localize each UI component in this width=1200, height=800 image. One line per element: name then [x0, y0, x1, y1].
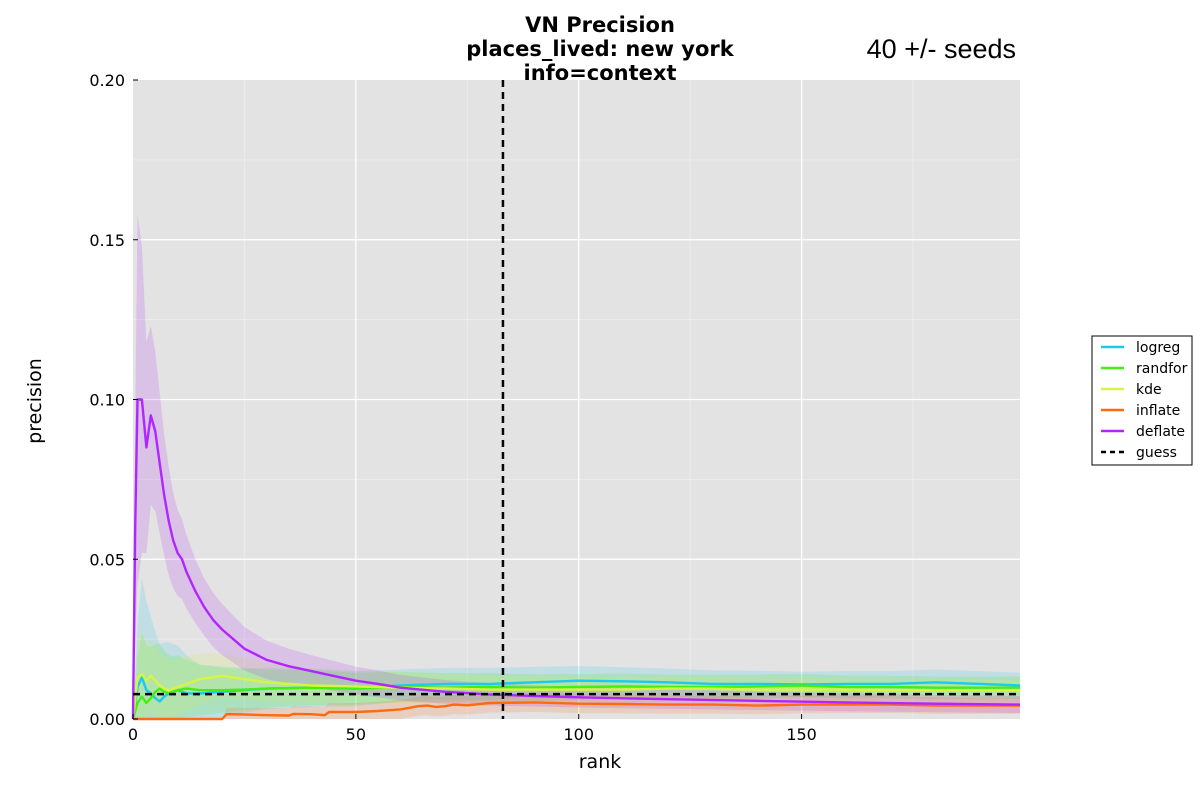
- x-tick-label: 100: [563, 725, 594, 744]
- y-tick-label: 0.10: [89, 391, 125, 410]
- chart-title: VN Precision places_lived: new york info…: [466, 13, 735, 85]
- legend-label-inflate: inflate: [1136, 403, 1180, 419]
- kde-line: [131, 673, 1020, 720]
- legend-label-deflate: deflate: [1136, 424, 1185, 440]
- inflate-line: [133, 701, 1020, 721]
- legend-label-logreg: logreg: [1136, 340, 1180, 356]
- reference-lines: [133, 80, 1020, 719]
- legend-label-guess: guess: [1136, 445, 1177, 461]
- x-tick-label: 0: [128, 725, 138, 744]
- axis-ticks: 0 50 100 150 0.00 0.05 0.10 0.15 0.20: [89, 71, 816, 744]
- y-tick-label: 0.20: [89, 71, 125, 90]
- y-tick-label: 0.05: [89, 550, 125, 569]
- legend-box: [1091, 335, 1193, 466]
- x-axis-label: rank: [579, 751, 622, 773]
- randfor-band: [133, 632, 1020, 719]
- seeds-annotation: 40 +/- seeds: [867, 34, 1016, 64]
- title-line-1: VN Precision: [525, 13, 675, 37]
- series-lines: [131, 398, 1021, 721]
- x-tick-label: 150: [786, 725, 817, 744]
- randfor-line: [131, 684, 1020, 720]
- grid-lines: [133, 80, 1020, 719]
- y-tick-label: 0.00: [89, 710, 125, 729]
- y-axis-label: precision: [24, 358, 46, 444]
- title-line-2: places_lived: new york: [466, 37, 735, 61]
- kde-band: [133, 632, 1020, 719]
- y-tick-label: 0.15: [89, 231, 125, 250]
- x-tick-label: 50: [346, 725, 366, 744]
- legend-label-kde: kde: [1136, 382, 1162, 398]
- deflate-line: [131, 398, 1021, 720]
- legend: logreg randfor kde inflate deflate guess: [1091, 335, 1193, 466]
- legend-label-randfor: randfor: [1136, 361, 1188, 377]
